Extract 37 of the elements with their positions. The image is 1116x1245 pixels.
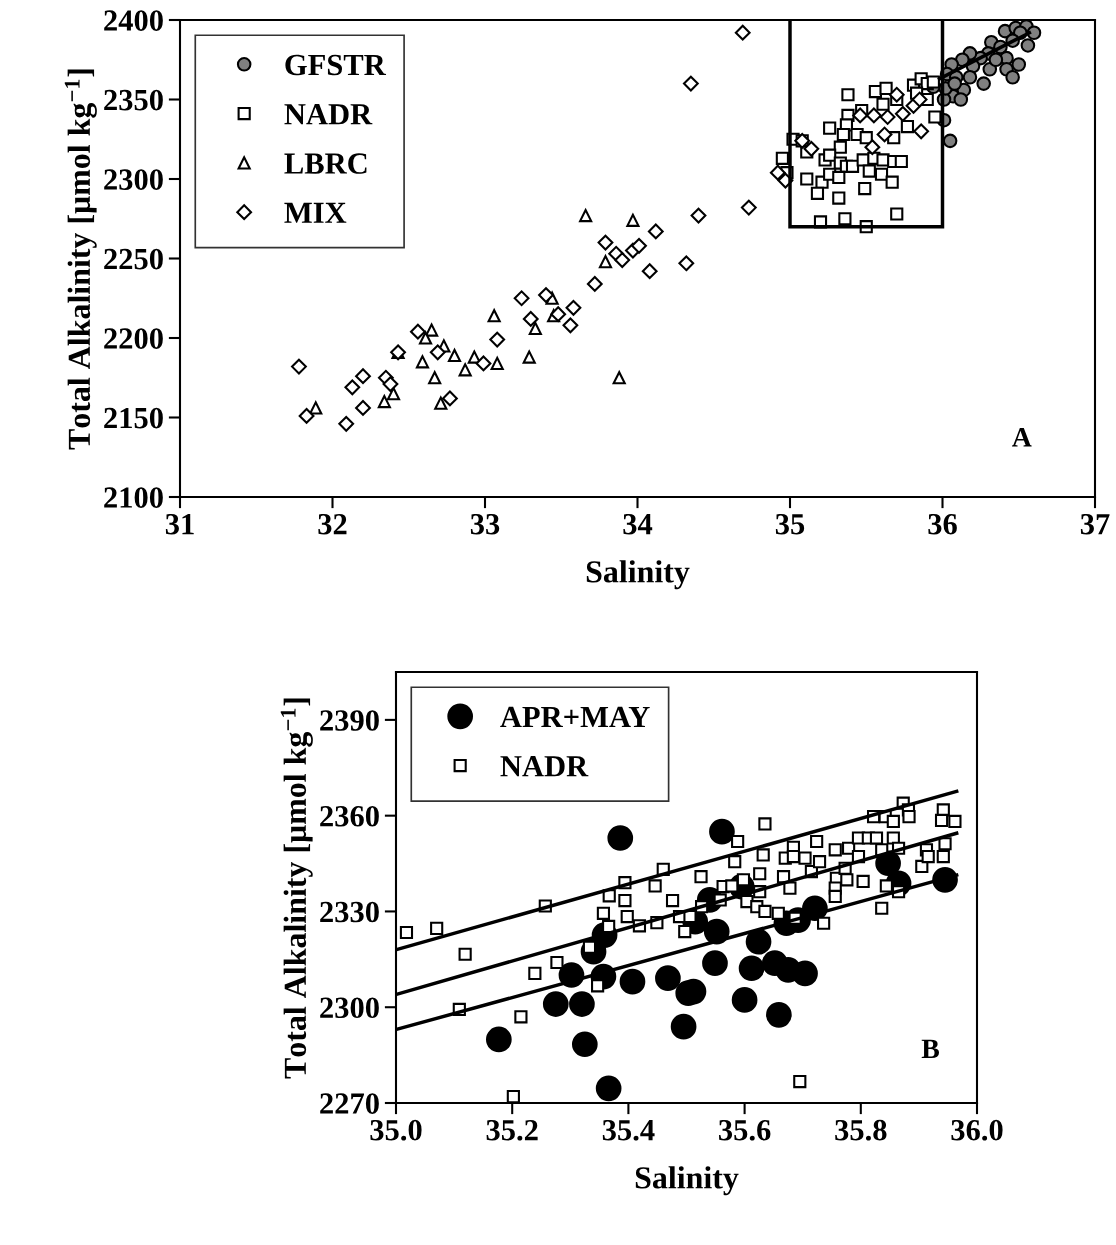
legend-label: NADR <box>284 104 373 125</box>
annotation: A <box>1012 428 1032 447</box>
y-tick-label: 2100 <box>104 487 163 508</box>
y-tick-label: 2400 <box>104 10 163 31</box>
y-axis-title: Total Alkalinity [μmol kg$^{−1}$] <box>64 69 97 450</box>
x-tick-label: 35.2 <box>486 1119 538 1141</box>
x-tick-label: 35.6 <box>719 1119 771 1141</box>
x-tick-label: 35 <box>775 513 805 535</box>
legend-label: LBRC <box>284 153 367 174</box>
legend-label: NADR <box>500 756 589 777</box>
legend-label: APR+MAY <box>500 706 650 727</box>
y-axis-title: Total Alkalinity [μmol kg$^{−1}$] <box>280 698 313 1079</box>
x-axis-title: Salinity <box>635 1166 739 1196</box>
y-tick-label: 2390 <box>320 710 379 731</box>
y-tick-label: 2300 <box>320 997 379 1019</box>
y-tick-label: 2270 <box>320 1093 379 1114</box>
x-tick-label: 32 <box>318 513 347 535</box>
y-tick-label: 2200 <box>104 328 163 349</box>
y-tick-label: 2150 <box>104 407 163 429</box>
annotation: B <box>921 1039 940 1059</box>
x-tick-label: 35.0 <box>370 1119 422 1141</box>
x-tick-label: 36.0 <box>951 1119 1003 1141</box>
y-tick-label: 2250 <box>104 248 163 270</box>
y-tick-label: 2300 <box>104 169 163 190</box>
x-axis-title: Salinity <box>586 560 690 590</box>
y-tick-label: 2350 <box>104 89 163 111</box>
x-tick-label: 34 <box>623 513 653 535</box>
x-tick-label: 35.8 <box>835 1119 887 1141</box>
y-tick-label: 2330 <box>320 901 379 923</box>
legend-label: MIX <box>284 202 347 223</box>
x-tick-label: 36 <box>928 513 957 535</box>
legend-label: GFSTR <box>285 54 387 76</box>
y-tick-label: 2360 <box>320 805 379 827</box>
x-tick-label: 35.4 <box>602 1119 655 1141</box>
x-tick-label: 37 <box>1080 513 1110 535</box>
x-tick-label: 31 <box>165 513 194 535</box>
x-tick-label: 33 <box>470 513 500 535</box>
